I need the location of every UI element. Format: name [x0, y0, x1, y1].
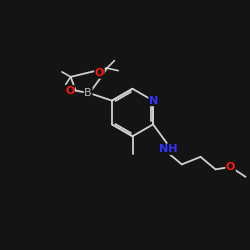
Text: O: O	[226, 162, 235, 172]
Text: O: O	[65, 86, 74, 96]
Text: O: O	[95, 68, 104, 78]
Text: N: N	[149, 96, 158, 106]
Text: B: B	[84, 88, 92, 98]
Text: NH: NH	[159, 144, 177, 154]
